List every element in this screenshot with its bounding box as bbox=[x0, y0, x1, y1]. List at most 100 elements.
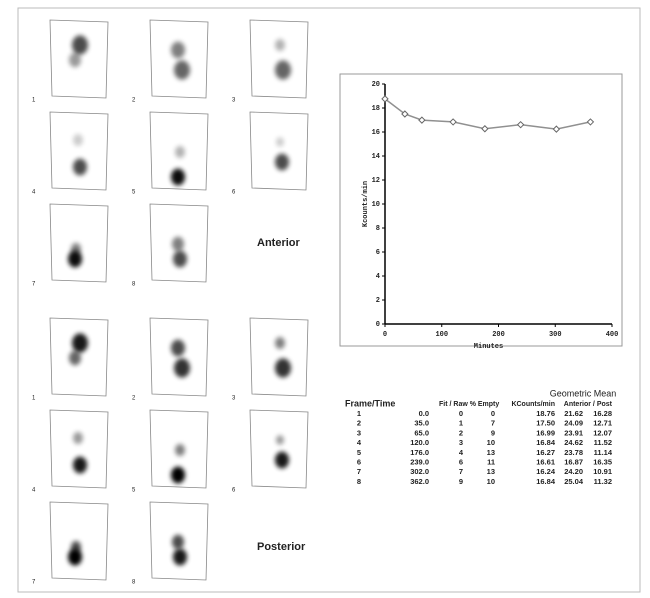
posterior-label: Posterior bbox=[257, 541, 306, 553]
scan-frame bbox=[49, 203, 109, 283]
frame-number: 8 bbox=[132, 282, 136, 288]
x-tick-label: 300 bbox=[549, 331, 562, 339]
y-tick-label: 4 bbox=[376, 273, 380, 281]
table-cell: 23.91 bbox=[564, 428, 583, 437]
table-cell: 12.71 bbox=[593, 419, 612, 428]
y-tick-label: 16 bbox=[372, 129, 380, 137]
y-tick-label: 12 bbox=[372, 177, 380, 185]
table-cell: 16.84 bbox=[536, 477, 556, 486]
scan-frame bbox=[249, 19, 309, 99]
results-table: Geometric Mean Frame/Time Fit / Raw % Empt… bbox=[345, 388, 616, 486]
table-header: Anterior / Post bbox=[564, 401, 613, 408]
table-group-header: Geometric Mean bbox=[550, 388, 617, 398]
table-cell: 24.09 bbox=[564, 419, 583, 428]
table-cell: 18.76 bbox=[536, 409, 555, 418]
table-cell: 3 bbox=[357, 428, 361, 437]
y-axis-label: Kcounts/min bbox=[362, 181, 370, 227]
scan-activity bbox=[69, 52, 81, 68]
data-point bbox=[552, 125, 561, 133]
table-cell: 1 bbox=[357, 409, 361, 418]
frame-number: 1 bbox=[32, 98, 36, 104]
table-cell: 4 bbox=[459, 448, 464, 457]
scan-frame bbox=[149, 19, 209, 99]
table-cell: 6 bbox=[459, 457, 463, 466]
table-cell: 17.50 bbox=[536, 419, 555, 428]
table-cell: 7 bbox=[357, 467, 361, 476]
scan-frame bbox=[49, 501, 109, 581]
frame-number: 7 bbox=[32, 580, 36, 586]
table-cell: 12.07 bbox=[593, 428, 612, 437]
y-tick-label: 8 bbox=[376, 225, 380, 233]
y-tick-label: 18 bbox=[372, 105, 380, 113]
scan-activity bbox=[72, 333, 88, 353]
scan-activity bbox=[72, 35, 88, 55]
table-cell: 7 bbox=[491, 419, 495, 428]
table-cell: 16.24 bbox=[536, 467, 556, 476]
table-cell: 10.91 bbox=[593, 467, 612, 476]
table-cell: 11.14 bbox=[594, 448, 613, 457]
table-cell: 3 bbox=[459, 438, 463, 447]
scan-activity bbox=[276, 435, 284, 445]
table-cell: 16.87 bbox=[564, 457, 583, 466]
frame-number: 6 bbox=[232, 488, 236, 494]
x-tick-label: 100 bbox=[435, 331, 448, 339]
data-point bbox=[381, 95, 389, 103]
frame-number: 8 bbox=[132, 580, 136, 586]
table-cell: 11.32 bbox=[594, 477, 612, 486]
frame-number: 2 bbox=[132, 98, 136, 104]
y-tick-label: 6 bbox=[376, 249, 380, 257]
x-tick-label: 200 bbox=[492, 331, 505, 339]
frame-number: 5 bbox=[132, 190, 136, 196]
table-cell: 23.78 bbox=[564, 448, 583, 457]
scan-activity bbox=[173, 250, 187, 268]
scan-activity bbox=[276, 137, 284, 147]
table-cell: 239.0 bbox=[410, 457, 429, 466]
scan-activity bbox=[68, 548, 82, 566]
scan-activity bbox=[275, 358, 291, 378]
table-cell: 0.0 bbox=[419, 409, 429, 418]
data-point bbox=[449, 118, 457, 126]
table-cell: 16.84 bbox=[536, 438, 556, 447]
scan-activity bbox=[171, 339, 185, 357]
table-cell: 24.20 bbox=[564, 467, 583, 476]
scan-activity bbox=[69, 350, 81, 366]
scan-activity bbox=[171, 168, 185, 186]
y-tick-label: 2 bbox=[376, 297, 380, 305]
scan-activity bbox=[172, 236, 184, 252]
chart-border bbox=[339, 73, 623, 347]
table-cell: 7 bbox=[459, 467, 463, 476]
x-axis-label: Minutes bbox=[474, 343, 503, 351]
scan-frame bbox=[249, 409, 309, 489]
scan-activity bbox=[173, 548, 187, 566]
table-header: KCounts/min bbox=[511, 401, 555, 408]
frame-border bbox=[17, 7, 641, 593]
table-header: Fit / Raw % Empty bbox=[439, 401, 499, 408]
data-point bbox=[516, 120, 525, 129]
table-cell: 24.62 bbox=[564, 438, 583, 447]
scan-frame bbox=[149, 317, 209, 397]
scan-activity bbox=[275, 153, 289, 171]
frame-number: 4 bbox=[32, 488, 36, 494]
scan-activity bbox=[275, 39, 285, 51]
table-cell: 21.62 bbox=[564, 409, 583, 418]
table-cell: 0 bbox=[491, 409, 495, 418]
table-header: Frame/Time bbox=[345, 398, 395, 408]
table-cell: 11.52 bbox=[594, 438, 612, 447]
anterior-label: Anterior bbox=[257, 237, 301, 249]
y-tick-label: 14 bbox=[372, 153, 380, 161]
table-cell: 16.27 bbox=[536, 448, 555, 457]
scan-activity bbox=[73, 456, 87, 474]
table-cell: 5 bbox=[357, 448, 361, 457]
data-point bbox=[481, 125, 489, 133]
x-tick-label: 0 bbox=[383, 331, 387, 339]
frame-number: 6 bbox=[232, 190, 236, 196]
scan-activity bbox=[73, 432, 83, 444]
frame-number: 5 bbox=[132, 488, 136, 494]
table-cell: 2 bbox=[459, 428, 463, 437]
y-tick-label: 10 bbox=[372, 201, 380, 209]
data-point bbox=[418, 116, 426, 124]
scan-activity bbox=[275, 337, 285, 349]
scan-activity bbox=[172, 534, 184, 550]
